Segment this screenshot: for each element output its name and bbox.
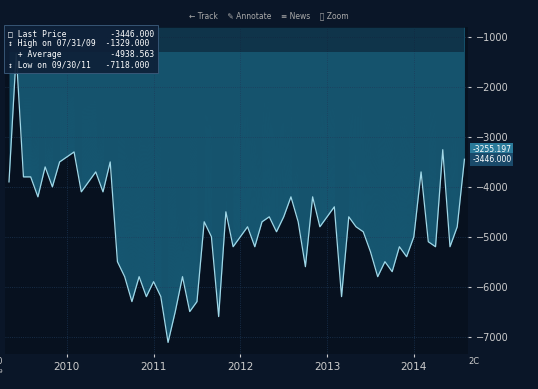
Text: 2C: 2C bbox=[468, 357, 479, 366]
Text: 10/31/09: 10/31/09 bbox=[0, 369, 3, 374]
Text: □ Last Price         -3446.000
↕ High on 07/31/09  -1329.000
  + Average        : □ Last Price -3446.000 ↕ High on 07/31/0… bbox=[8, 29, 154, 69]
Text: 20: 20 bbox=[0, 357, 3, 366]
Text: -3446.000: -3446.000 bbox=[472, 155, 512, 164]
Text: ← Track    ✎ Annotate    ≡ News    🔍 Zoom: ← Track ✎ Annotate ≡ News 🔍 Zoom bbox=[189, 12, 349, 21]
Text: -3255.197: -3255.197 bbox=[472, 145, 511, 154]
